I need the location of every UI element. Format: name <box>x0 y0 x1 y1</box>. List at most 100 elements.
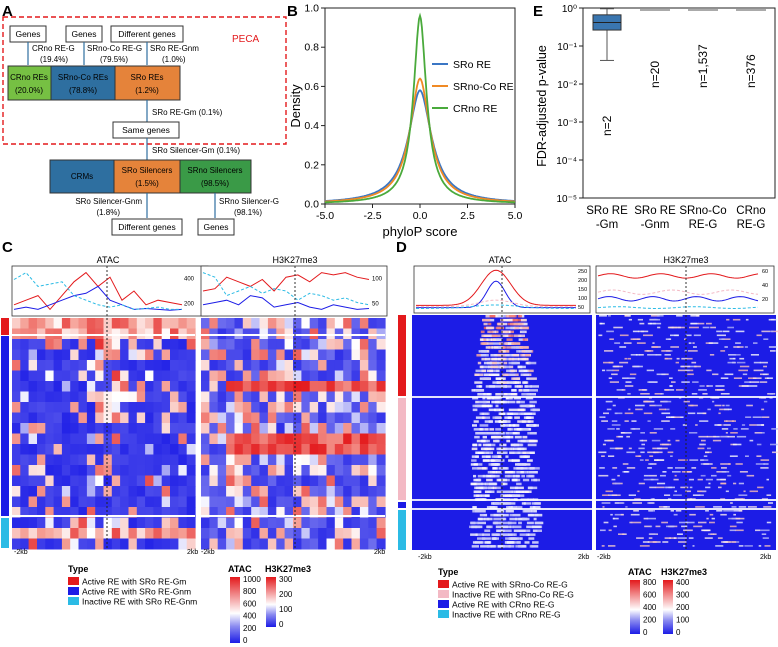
d-h3-heat-speck <box>647 420 651 422</box>
d-h3-heat-speck <box>678 541 687 543</box>
d-h3-heat-speck <box>699 385 705 387</box>
d-atac-heat-speck <box>491 334 498 337</box>
d-atac-heat-speck <box>513 354 520 357</box>
d-h3-heat-speck <box>761 330 771 333</box>
c-h3-heat-cell <box>209 475 219 487</box>
d-atac-x-right: 2kb <box>578 554 589 561</box>
d-h3-heat-speck <box>735 342 741 344</box>
d-h3-heat-speck <box>722 404 725 407</box>
d-h3-heat-speck <box>687 350 698 352</box>
density-y-tick-label: 0.6 <box>304 81 319 93</box>
c-h3-heat-cell <box>234 370 244 382</box>
d-h3-heat-speck <box>636 342 646 344</box>
d-h3-heat-speck <box>701 439 706 442</box>
c-h3-heat-cell <box>318 486 328 497</box>
d-atac-heat-speck <box>484 541 491 544</box>
d-h3-heat-speck <box>626 451 636 454</box>
d-atac-heat-speck <box>533 517 537 521</box>
d-atac-heat-speck <box>521 463 531 466</box>
c-h3-heat-cell <box>284 423 294 434</box>
c-atac-heat-cell <box>95 496 105 508</box>
d-atac-heat-speck <box>526 416 534 419</box>
d-h3-heat-speck <box>657 315 664 317</box>
c-h3-heat-cell <box>201 370 210 382</box>
c-legend-swatch <box>68 577 79 585</box>
d-atac-heat-speck <box>488 346 493 349</box>
c-atac-heat-cell <box>86 507 96 518</box>
d-atac-heat-speck <box>499 408 505 412</box>
c-h3-heat-cell <box>217 318 227 329</box>
d-h3-heat-speck <box>662 471 667 473</box>
different-genes-box-2-label: Different genes <box>118 222 176 232</box>
c-h3-heat-cell <box>209 370 219 382</box>
d-atac-heat-speck <box>483 459 490 462</box>
c-h3-heat-cell <box>276 402 286 413</box>
d-h3-heat-speck <box>677 369 686 372</box>
d-atac-heat-speck <box>493 517 501 521</box>
d-atac-heat-speck <box>471 525 478 529</box>
c-h3-heat-cell <box>276 349 286 361</box>
d-h3-heat-speck <box>628 447 632 450</box>
c-h3-heat-cell <box>293 538 302 550</box>
d-h3-heat-speck <box>709 513 714 516</box>
c-h3-heat-cell <box>318 423 328 434</box>
c-h3-heat-cell <box>276 507 286 518</box>
c-atac-heat-cell <box>178 507 188 518</box>
d-h3-heat-speck <box>660 474 666 477</box>
d-h3-heat-speck <box>756 334 762 337</box>
c-atac-heat-cell <box>128 349 138 361</box>
c-h3-heat-cell <box>234 391 244 403</box>
c-h3-heat-cell <box>242 517 252 529</box>
c-h3-heat-cell <box>217 507 227 518</box>
c-h3-heat-cell <box>351 528 361 539</box>
c-atac-heat-cell <box>12 475 21 487</box>
d-h3-heat-speck <box>702 326 710 329</box>
c-atac-heat-cell <box>178 465 188 476</box>
d-h3-heat-speck <box>681 525 688 528</box>
d-h3-heat-speck <box>695 424 698 426</box>
c-atac-heat-cell <box>111 528 121 539</box>
c-h3-heat-cell <box>293 444 302 455</box>
d-atac-heat-speck <box>470 463 478 466</box>
d-atac-heat-speck <box>496 510 505 513</box>
c-h3-heat-cell <box>259 486 269 497</box>
d-atac-heat-speck <box>475 389 481 392</box>
c-h3-heat-cell <box>351 391 361 403</box>
d-h3-heat-speck <box>631 420 637 422</box>
d-atac-heat-speck <box>502 490 510 493</box>
c-h3-heat-cell <box>368 381 378 392</box>
d-h3-heat-speck <box>706 517 709 520</box>
d-h3-heat-speck <box>733 346 740 348</box>
c-atac-heat-cell <box>161 360 171 371</box>
d-atac-heat-speck <box>509 365 514 369</box>
d-atac-heat-speck <box>525 490 532 493</box>
density-x-tick-label: -2.5 <box>363 210 381 222</box>
sro-regm-label: SRo RE-Gm (0.1%) <box>152 108 223 117</box>
c-atac-heat-cell <box>86 349 96 361</box>
c-atac-x-left: -2kb <box>14 549 28 556</box>
c-h3-heat-cell <box>351 475 361 487</box>
c-h3-heat-cell <box>259 507 269 518</box>
d-h3-heat-speck <box>670 455 673 457</box>
d-atac-heat-speck <box>497 322 504 326</box>
c-atac-heat-cell <box>95 454 105 466</box>
d-h3-heat-speck <box>657 326 661 329</box>
d-atac-heat-speck <box>528 369 534 373</box>
d-atac-heat-speck <box>470 521 479 525</box>
c-atac-color-bar <box>230 577 240 643</box>
c-atac-heat-cell <box>186 360 196 371</box>
c-atac-heat-cell <box>86 475 96 487</box>
d-h3-heat-speck <box>736 361 746 364</box>
d-h3-heat-speck <box>700 474 706 477</box>
d-h3-heat-speck <box>770 350 776 352</box>
density-x-tick-label: -5.0 <box>316 210 334 222</box>
c-h3-heat-cell <box>234 423 244 434</box>
d-atac-heat-speck <box>472 404 479 408</box>
c-atac-heat-cell <box>53 486 63 497</box>
c-h3-heat-cell <box>209 465 219 476</box>
d-atac-heat-speck <box>527 420 534 423</box>
d-h3-heat-speck <box>655 404 662 407</box>
d-h3-heat-speck <box>716 471 727 473</box>
density-series-sro-re <box>324 89 516 202</box>
d-h3-heat-speck <box>712 373 719 376</box>
